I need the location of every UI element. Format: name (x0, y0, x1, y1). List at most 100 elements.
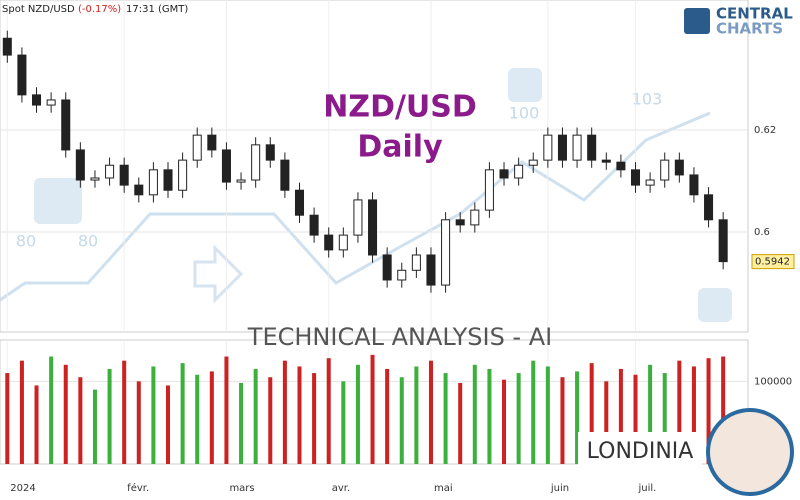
candle-body (411, 254, 421, 271)
volume-bar (531, 360, 536, 464)
watermark-arrow (193, 244, 244, 304)
volume-bar (662, 373, 667, 464)
watermark-line (0, 111, 711, 302)
volume-bar (399, 377, 404, 464)
candle-body (251, 144, 261, 181)
candle-body (426, 254, 436, 286)
watermark-number: 80 (78, 232, 98, 251)
volume-bar (516, 373, 521, 464)
x-tick-label: mai (434, 483, 453, 494)
volume-bar (560, 377, 565, 464)
candle-body (207, 134, 217, 151)
volume-bar (648, 364, 653, 464)
volume-bar (458, 382, 463, 464)
candle-body (353, 199, 363, 236)
candle-body (46, 99, 56, 106)
candle-body (324, 234, 334, 251)
volume-bar (5, 373, 10, 464)
candle-body (484, 169, 494, 211)
volume-bar (677, 360, 682, 464)
volume-bar (297, 366, 302, 464)
y-tick-label: 100000 (754, 376, 792, 387)
volume-bar (268, 377, 273, 464)
volume-bar (691, 366, 696, 464)
volume-bar (502, 379, 507, 464)
volume-bar (385, 368, 390, 464)
candle-body (236, 179, 246, 183)
candle-body (587, 134, 597, 161)
candle-body (660, 159, 670, 181)
candle-body (543, 134, 553, 161)
volume-bar (326, 358, 331, 464)
volume-bar (487, 368, 492, 464)
candle-body (119, 164, 129, 186)
logo-line2: CHARTS (716, 20, 783, 38)
volume-bar (49, 356, 54, 464)
candle-body (455, 219, 465, 226)
candle-body (294, 189, 305, 216)
candle-body (265, 144, 275, 161)
logo-line1: CENTRAL (716, 5, 793, 23)
avatar (706, 408, 794, 496)
candle-body (616, 161, 626, 171)
x-tick-label: mars (229, 483, 254, 494)
volume-bar (312, 373, 317, 464)
volume-bar (355, 364, 360, 464)
candle-body (2, 37, 12, 56)
candle-body (674, 159, 684, 176)
y-tick-label: 0.6 (754, 227, 770, 238)
last-price-box (751, 254, 795, 270)
volume-bar (151, 366, 156, 464)
volume-bar (165, 385, 171, 464)
volume-bar (136, 381, 141, 464)
watermark-banner: TECHNICAL ANALYSIS - AI (247, 323, 552, 351)
watermark-icon (34, 178, 82, 224)
candle-body (397, 269, 407, 281)
x-tick-label: 2024 (10, 483, 35, 494)
time: 17:31 (GMT) (126, 4, 188, 15)
candle-body (630, 169, 641, 186)
candle-body (514, 164, 524, 179)
volume-bar (370, 354, 375, 464)
volume-bar (253, 368, 258, 464)
candle-body (221, 149, 231, 183)
brand: LONDINIA (587, 439, 694, 464)
candle-body (368, 199, 378, 256)
volume-bar (633, 374, 638, 464)
volume-bar (443, 373, 448, 464)
candle-body (134, 184, 144, 196)
watermark-title: NZD/USD (323, 90, 477, 125)
volume-bar (472, 364, 477, 464)
candle-body (178, 159, 188, 191)
candle-body (105, 164, 115, 179)
volume-bar (282, 360, 287, 464)
volume-bar (414, 366, 419, 464)
candle-body (601, 159, 611, 163)
candle-body (338, 234, 348, 251)
volume-bar (575, 371, 580, 464)
candle-body (32, 94, 42, 106)
last-price: 0.5942 (755, 257, 790, 268)
candle-body (75, 149, 85, 181)
volume-bar (706, 358, 711, 464)
watermark-icon (508, 68, 542, 102)
volume-bar (107, 368, 112, 464)
logo-icon (684, 8, 710, 34)
candle-body (689, 174, 699, 196)
candle-body (163, 169, 173, 191)
candle-body (192, 134, 202, 161)
volume-bar (589, 363, 594, 464)
y-tick-label: 0.62 (754, 125, 776, 136)
volume-bar (180, 363, 185, 464)
candle-body (718, 219, 728, 263)
candle-body (528, 159, 538, 166)
volume-bar (195, 374, 200, 464)
volume-bar (239, 382, 244, 464)
watermark-number: 100 (509, 104, 540, 123)
volume-bar (78, 377, 83, 464)
volume-bar (34, 385, 39, 464)
x-tick-label: juil. (638, 483, 657, 494)
x-tick-label: avr. (332, 483, 350, 494)
candle-body (645, 179, 655, 186)
